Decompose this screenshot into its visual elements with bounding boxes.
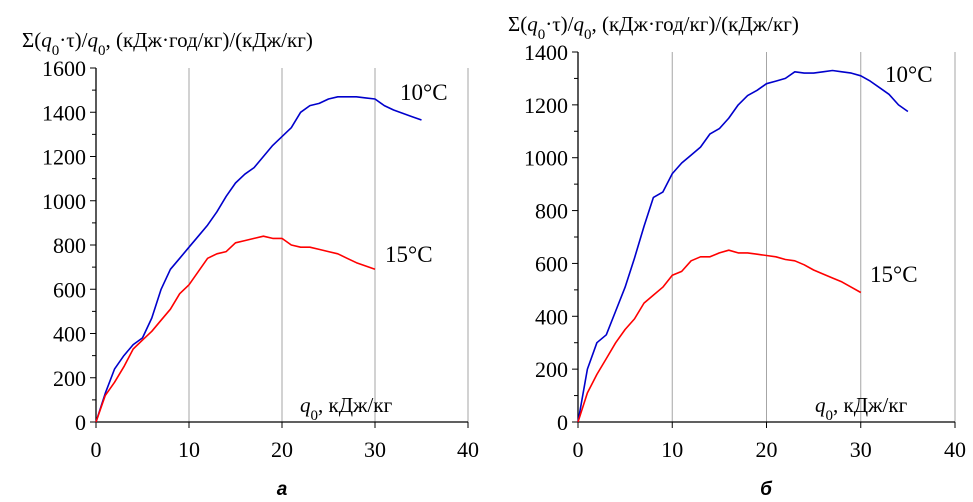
y-tick-label: 1000 [42, 189, 86, 214]
x-tick-label: 40 [944, 437, 966, 462]
x-tick-label: 10 [661, 437, 683, 462]
y-axis-title-part: q [573, 12, 584, 36]
x-tick-label: 20 [271, 437, 293, 462]
series-label-15c: 15°C [385, 242, 433, 267]
y-tick-label: 0 [557, 410, 568, 435]
series-line-10c [95, 96, 422, 423]
x-tick-label: 30 [364, 437, 386, 462]
panel-label: б [760, 479, 773, 500]
y-tick-label: 1400 [42, 100, 86, 125]
x-tick-label: 0 [573, 437, 584, 462]
y-axis-title-part: Σ( [508, 12, 527, 36]
y-tick-label: 1200 [42, 145, 86, 170]
y-tick-label: 800 [53, 233, 86, 258]
y-axis-title-part: , (кДж·год/кг)/(кДж/кг) [105, 28, 312, 52]
series-line-15c [577, 249, 862, 423]
y-axis-title-part: 0 [538, 27, 546, 43]
y-tick-label: 600 [53, 277, 86, 302]
x-axis-title: q0, кДж/кг [815, 393, 908, 424]
x-tick-label: 40 [457, 437, 479, 462]
y-axis-title-part: 0 [584, 27, 592, 43]
series-label-15c: 15°C [870, 262, 918, 287]
y-tick-label: 1400 [524, 40, 568, 65]
series-label-10c: 10°C [885, 62, 933, 87]
x-axis-title-part: q [815, 393, 826, 417]
x-axis-title-part: , кДж/кг [833, 393, 908, 417]
x-axis-title-part: 0 [826, 408, 834, 424]
y-axis-title-part: q [87, 28, 98, 52]
y-tick-label: 800 [535, 199, 568, 224]
y-axis-title-part: , (кДж·год/кг)/(кДж/кг) [591, 12, 798, 36]
x-axis-title-part: q [300, 393, 311, 417]
series-line-15c [95, 235, 376, 423]
x-axis-title: q0, кДж/кг [300, 393, 393, 424]
series-line-10c [577, 69, 909, 423]
x-tick-label: 30 [850, 437, 872, 462]
y-axis-title: Σ(q0·τ)/q0, (кДж·год/кг)/(кДж/кг) [22, 28, 313, 59]
y-axis-title-part: q [527, 12, 538, 36]
x-tick-label: 10 [178, 437, 200, 462]
x-axis-title-part: 0 [311, 408, 319, 424]
y-axis-title-part: 0 [98, 43, 106, 59]
y-axis-title: Σ(q0·τ)/q0, (кДж·год/кг)/(кДж/кг) [508, 12, 799, 43]
y-axis-title-part: ·τ)/ [545, 12, 573, 36]
y-axis-title-part: ·τ)/ [59, 28, 87, 52]
y-tick-label: 1600 [42, 56, 86, 81]
y-axis-title-part: 0 [52, 43, 60, 59]
y-tick-label: 600 [535, 251, 568, 276]
y-tick-label: 1200 [524, 93, 568, 118]
y-tick-label: 400 [53, 322, 86, 347]
y-axis-title-part: q [41, 28, 52, 52]
x-tick-label: 0 [91, 437, 102, 462]
y-tick-label: 200 [53, 366, 86, 391]
y-tick-label: 200 [535, 357, 568, 382]
panel-label: а [277, 479, 288, 500]
x-tick-label: 20 [756, 437, 778, 462]
y-axis-title-part: Σ( [22, 28, 41, 52]
series-label-10c: 10°C [400, 80, 448, 105]
y-tick-label: 0 [75, 410, 86, 435]
y-tick-label: 1000 [524, 146, 568, 171]
x-axis-title-part: , кДж/кг [318, 393, 393, 417]
y-tick-label: 400 [535, 304, 568, 329]
